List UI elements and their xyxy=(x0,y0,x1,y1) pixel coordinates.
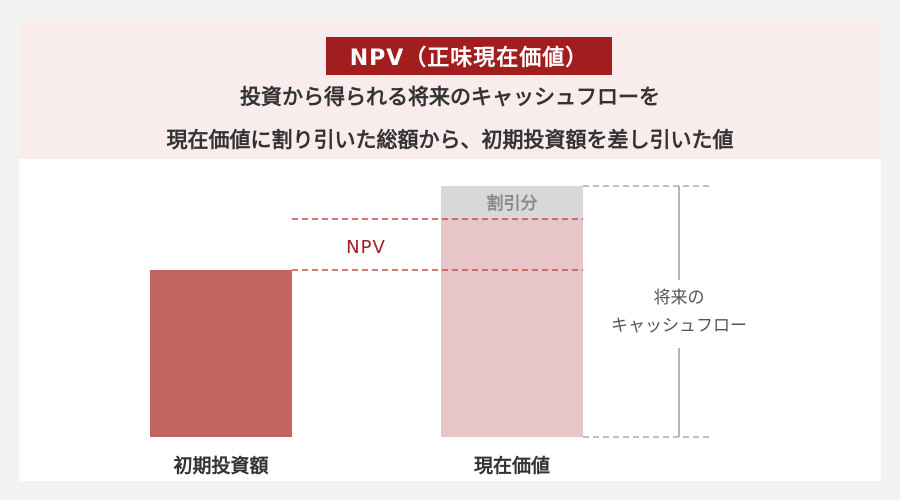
initial-investment-bar xyxy=(150,270,292,437)
header-panel: NPV（正味現在価値） 投資から得られる将来のキャッシュフローを 現在価値に割り… xyxy=(19,19,881,159)
discount-label: 割引分 xyxy=(487,193,538,214)
initial-investment-label: 初期投資額 xyxy=(173,454,268,477)
subtitle-line-1: 投資から得られる将来のキャッシュフローを xyxy=(240,85,660,109)
discount-segment xyxy=(441,186,583,218)
future-cf-label-line-1: 将来の xyxy=(654,288,705,308)
present-value-bar xyxy=(441,218,583,437)
subtitle-line-2: 現在価値に割り引いた総額から、初期投資額を差し引いた値 xyxy=(166,128,734,152)
title-badge: NPV（正味現在価値） xyxy=(326,37,612,75)
npv-label: NPV xyxy=(346,237,386,258)
future-cf-label-line-2: キャッシュフロー xyxy=(611,316,747,336)
present-value-label: 現在価値 xyxy=(474,454,550,477)
